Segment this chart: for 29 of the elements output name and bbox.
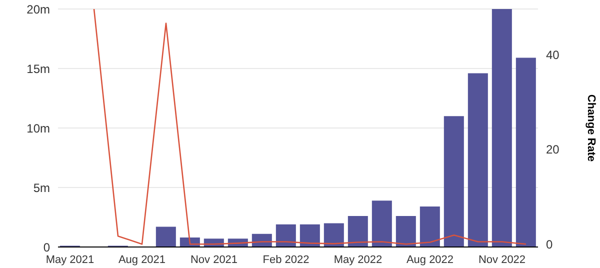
bar	[300, 224, 320, 247]
bar	[468, 73, 488, 247]
x-tick-label: Nov 2021	[190, 254, 238, 266]
x-tick-label: May 2021	[46, 254, 94, 266]
x-tick-label: Feb 2022	[262, 254, 310, 266]
bar	[396, 216, 416, 247]
bar	[444, 116, 464, 247]
y-tick-label: 20m	[26, 2, 50, 16]
bar	[372, 200, 392, 247]
bar	[492, 9, 512, 247]
x-tick-label: Aug 2021	[118, 254, 166, 266]
bar	[516, 58, 536, 247]
y2-tick-label: 0	[546, 237, 553, 252]
bar	[324, 223, 344, 247]
y-tick-label: 15m	[26, 62, 50, 76]
y2-axis-title: Change Rate	[585, 94, 598, 162]
y2-tick-label: 20	[546, 142, 560, 157]
bar	[420, 206, 440, 247]
bar	[348, 216, 368, 247]
y-tick-label: 0	[43, 240, 50, 254]
y-tick-label: 10m	[26, 121, 50, 136]
x-tick-label: Aug 2022	[406, 254, 454, 266]
x-tick-label: May 2022	[334, 254, 382, 266]
line-series	[93, 9, 527, 245]
bar	[156, 226, 176, 247]
bar	[276, 224, 296, 247]
x-tick-label: Nov 2022	[478, 254, 526, 266]
y2-tick-label: 40	[546, 48, 560, 62]
y-tick-label: 5m	[33, 180, 50, 195]
